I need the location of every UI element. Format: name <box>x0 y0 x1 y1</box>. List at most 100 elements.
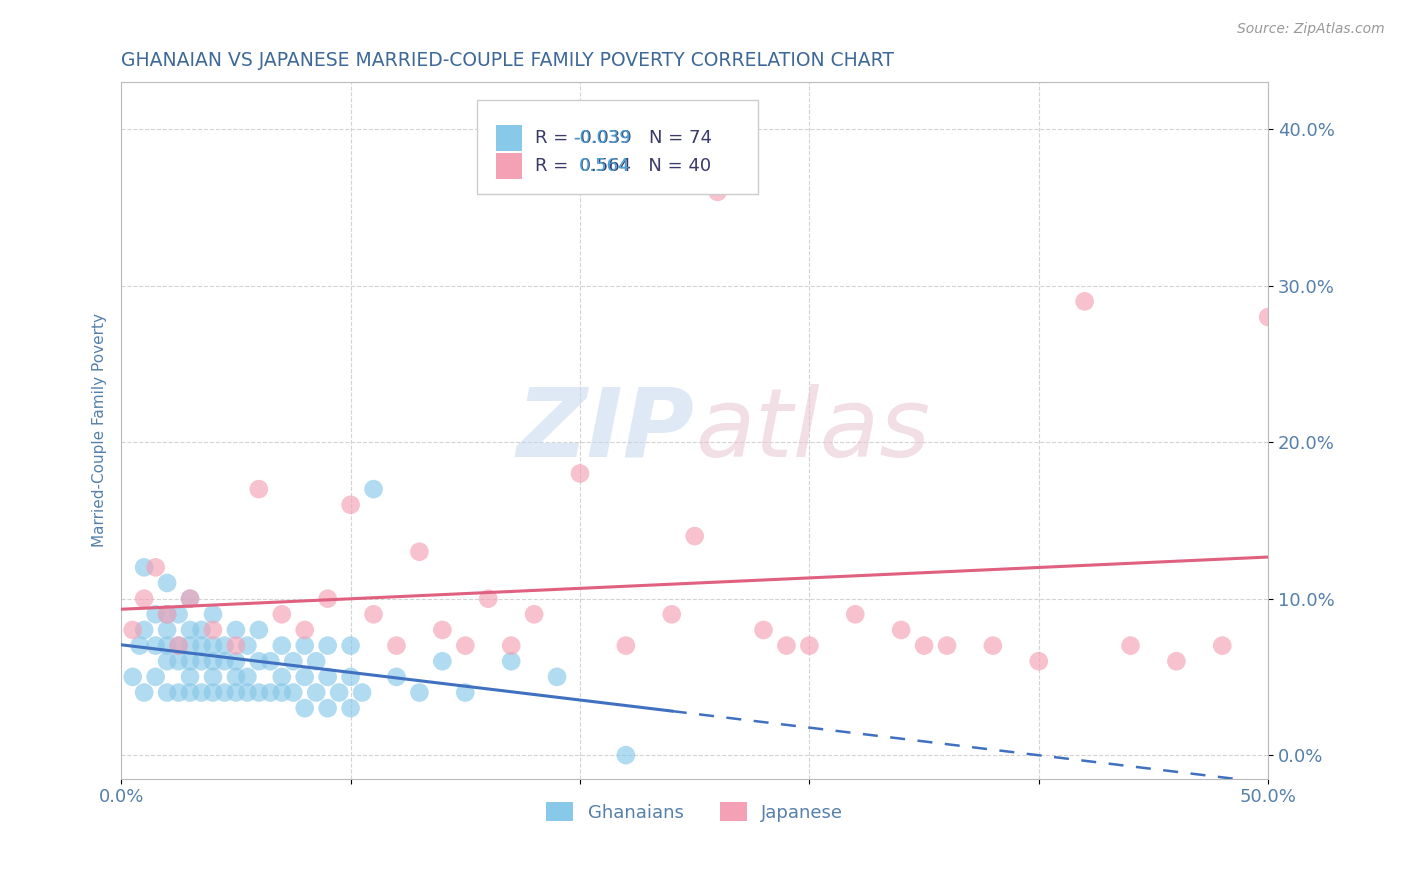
Point <box>214 654 236 668</box>
Point <box>305 685 328 699</box>
Point <box>145 607 167 622</box>
Point <box>432 654 454 668</box>
Point <box>316 670 339 684</box>
Point <box>352 685 374 699</box>
Point <box>225 685 247 699</box>
Point <box>385 670 408 684</box>
Point <box>156 639 179 653</box>
Point <box>614 748 637 763</box>
Text: R =  0.564   N = 40: R = 0.564 N = 40 <box>536 157 711 175</box>
Point <box>225 654 247 668</box>
Point <box>134 685 156 699</box>
Point <box>1211 639 1233 653</box>
Point <box>156 654 179 668</box>
Point <box>454 685 477 699</box>
Point <box>316 591 339 606</box>
Text: 0.564: 0.564 <box>579 157 630 175</box>
Point <box>316 701 339 715</box>
Point <box>454 639 477 653</box>
Point <box>134 560 156 574</box>
Point <box>363 482 385 496</box>
Point <box>190 623 212 637</box>
Point <box>145 639 167 653</box>
Point <box>225 639 247 653</box>
Point <box>1119 639 1142 653</box>
Point <box>294 623 316 637</box>
Point <box>247 623 270 637</box>
Point <box>775 639 797 653</box>
Text: Source: ZipAtlas.com: Source: ZipAtlas.com <box>1237 22 1385 37</box>
Point <box>179 623 201 637</box>
Point <box>270 639 292 653</box>
Point <box>156 576 179 591</box>
Point <box>167 607 190 622</box>
Point <box>156 607 179 622</box>
Point <box>294 670 316 684</box>
Text: R = -0.039   N = 74: R = -0.039 N = 74 <box>536 129 713 147</box>
Point <box>1257 310 1279 324</box>
Point <box>214 685 236 699</box>
Point <box>432 623 454 637</box>
Point <box>179 591 201 606</box>
Point <box>661 607 683 622</box>
Point <box>167 685 190 699</box>
Point <box>339 639 361 653</box>
Point <box>981 639 1004 653</box>
Point <box>339 701 361 715</box>
Point <box>167 654 190 668</box>
Point <box>259 654 281 668</box>
Point <box>167 639 190 653</box>
FancyBboxPatch shape <box>496 125 522 152</box>
Point <box>1028 654 1050 668</box>
Point <box>339 670 361 684</box>
Point <box>339 498 361 512</box>
Point <box>270 670 292 684</box>
Point <box>912 639 935 653</box>
Point <box>385 639 408 653</box>
Point <box>201 623 224 637</box>
Point <box>501 639 523 653</box>
Legend: Ghanaians, Japanese: Ghanaians, Japanese <box>538 795 851 829</box>
Point <box>236 670 259 684</box>
Point <box>294 701 316 715</box>
Point <box>201 654 224 668</box>
Text: GHANAIAN VS JAPANESE MARRIED-COUPLE FAMILY POVERTY CORRELATION CHART: GHANAIAN VS JAPANESE MARRIED-COUPLE FAMI… <box>121 51 894 70</box>
Point <box>201 639 224 653</box>
Point <box>247 482 270 496</box>
Point <box>145 670 167 684</box>
Point <box>247 685 270 699</box>
Point <box>890 623 912 637</box>
Point <box>683 529 706 543</box>
Text: ZIP: ZIP <box>517 384 695 477</box>
Point <box>128 639 150 653</box>
Point <box>501 654 523 668</box>
Point <box>179 591 201 606</box>
Point <box>270 685 292 699</box>
Point <box>201 607 224 622</box>
Point <box>936 639 959 653</box>
Point <box>363 607 385 622</box>
Text: atlas: atlas <box>695 384 929 477</box>
Point <box>294 639 316 653</box>
Point <box>156 623 179 637</box>
Point <box>270 607 292 622</box>
Point <box>546 670 568 684</box>
Point <box>247 654 270 668</box>
Point <box>283 654 305 668</box>
Point <box>145 560 167 574</box>
Point <box>156 685 179 699</box>
Point <box>225 670 247 684</box>
Point <box>156 607 179 622</box>
FancyBboxPatch shape <box>496 153 522 179</box>
Point <box>190 685 212 699</box>
Point <box>236 685 259 699</box>
Point <box>283 685 305 699</box>
Point <box>179 670 201 684</box>
Point <box>844 607 866 622</box>
Point <box>408 685 430 699</box>
Point <box>799 639 821 653</box>
Point <box>201 685 224 699</box>
Point <box>190 654 212 668</box>
Point <box>214 639 236 653</box>
Point <box>134 623 156 637</box>
